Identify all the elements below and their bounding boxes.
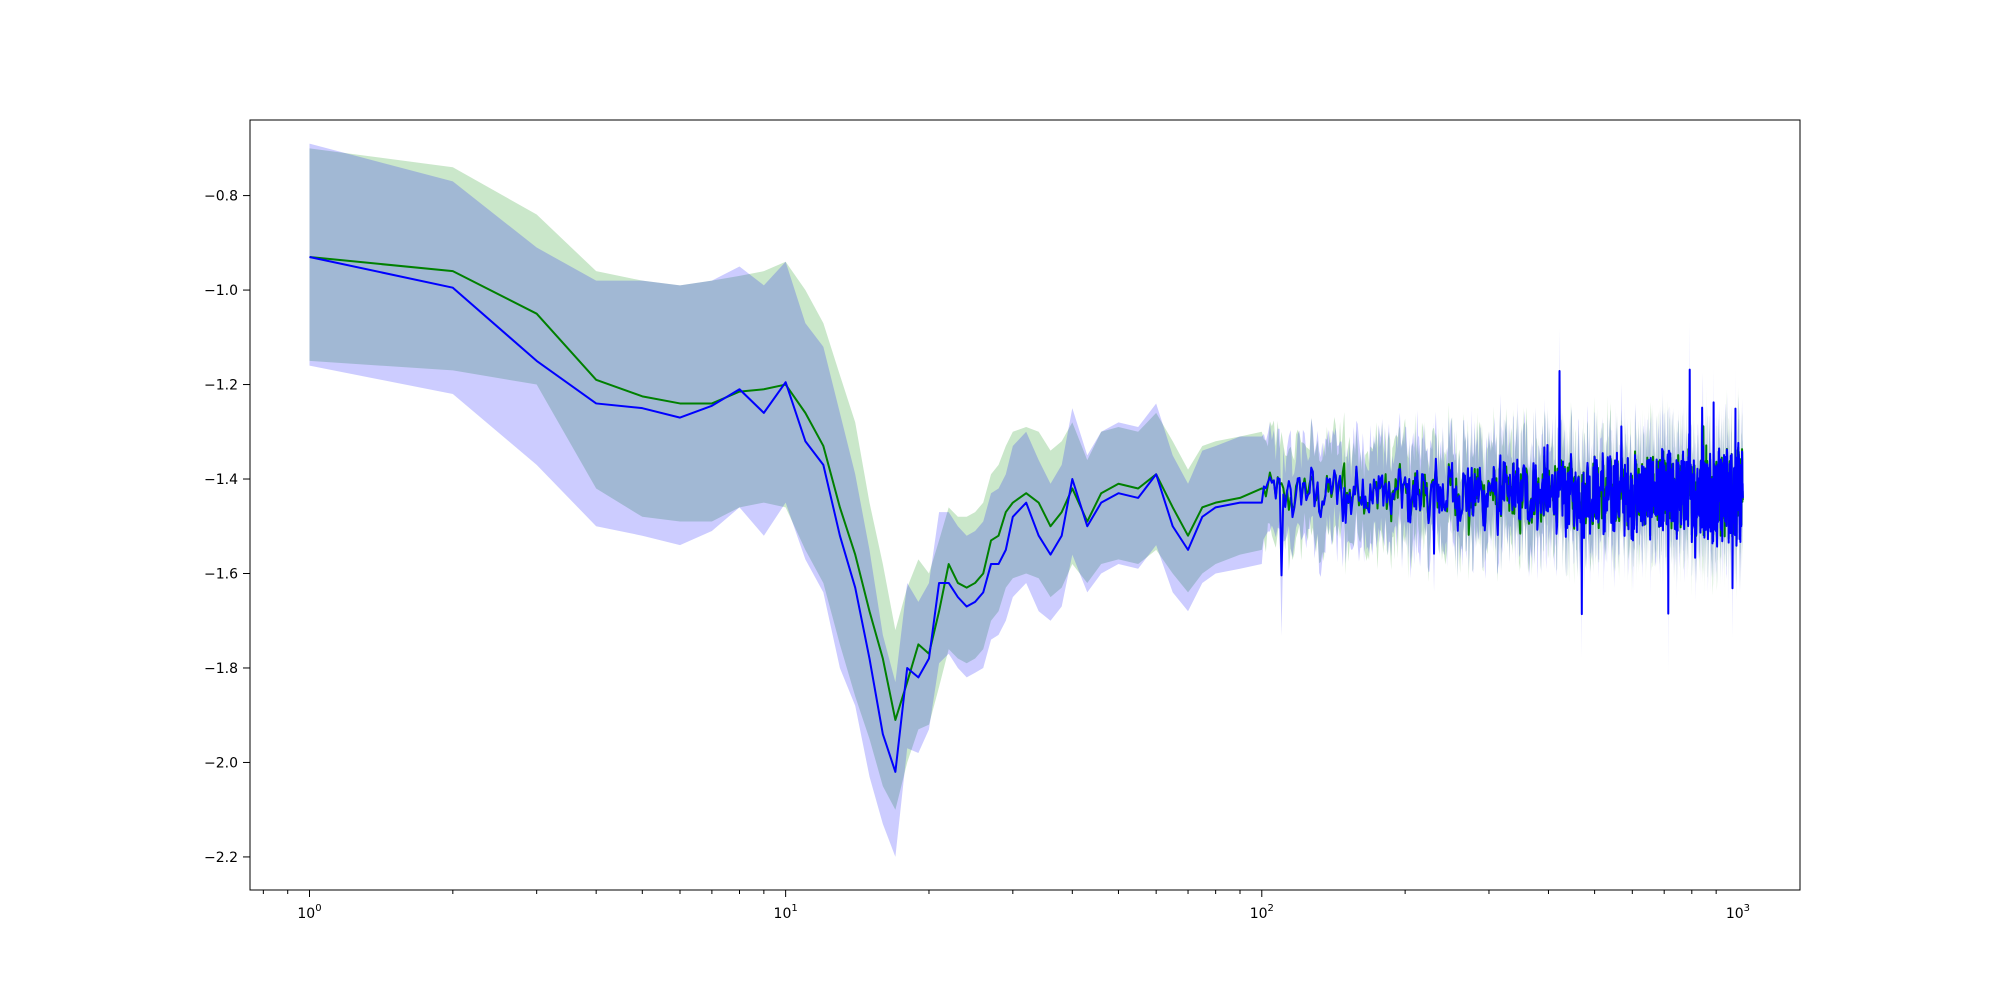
y-tick-label: −1.6 (204, 566, 238, 582)
series-1-band (309, 148, 1743, 810)
y-tick-label: −2.2 (204, 850, 238, 866)
x-tick-label: 103 (1726, 903, 1750, 922)
y-tick-label: −1.2 (204, 378, 238, 394)
y-axis: −0.8 −1.0 −1.2 −1.4 −1.6 −1.8 −2.0 −2.2 (204, 189, 250, 866)
y-tick-label: −1.4 (204, 472, 238, 488)
x-tick-label: 102 (1250, 903, 1274, 922)
series-group (309, 143, 1744, 857)
y-tick-label: −2.0 (204, 755, 238, 771)
series-2-band (309, 143, 1743, 857)
axes-frame (249, 119, 1801, 891)
y-tick-label: −1.0 (204, 283, 238, 299)
x-tick-label: 101 (774, 903, 798, 922)
series-2-line (309, 256, 1744, 773)
y-tick-label: −0.8 (204, 189, 238, 205)
y-tick-label: −1.8 (204, 661, 238, 677)
x-tick-label: 100 (297, 903, 321, 922)
x-axis: 100 101 102 103 (262, 890, 1750, 922)
plot-area (309, 143, 1744, 857)
